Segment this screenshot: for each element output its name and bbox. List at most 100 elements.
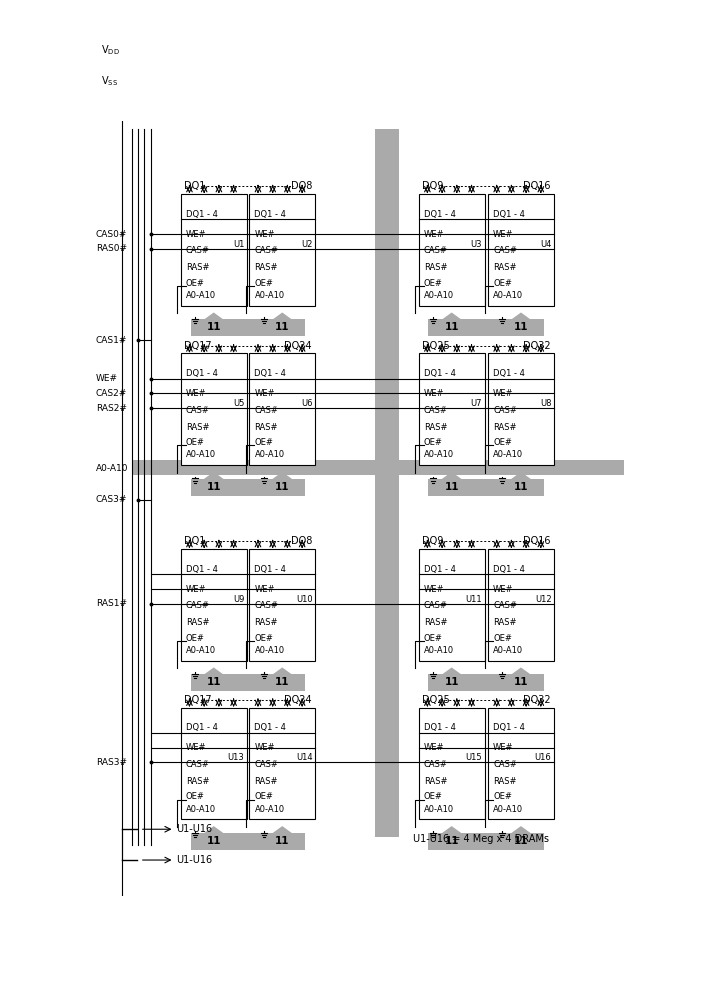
Text: A0-A10: A0-A10 [186, 291, 216, 300]
Text: A0-A10: A0-A10 [186, 805, 216, 814]
Text: U9: U9 [233, 595, 244, 604]
Text: A0-A10: A0-A10 [424, 450, 454, 459]
Text: 11: 11 [206, 481, 221, 491]
Text: DQ1 - 4: DQ1 - 4 [424, 209, 455, 219]
Text: RAS#: RAS# [254, 776, 278, 785]
Text: RAS#: RAS# [254, 263, 278, 272]
Text: WE#: WE# [493, 389, 514, 398]
Text: 11: 11 [514, 322, 528, 332]
Text: OE#: OE# [424, 438, 443, 447]
Text: DQ1 - 4: DQ1 - 4 [186, 723, 218, 732]
Text: 11: 11 [206, 322, 221, 332]
Text: A0-A10: A0-A10 [493, 291, 523, 300]
Text: DQ1 - 4: DQ1 - 4 [186, 369, 218, 378]
Text: U1-U16 = 4 Meg x 4 DRAMs: U1-U16 = 4 Meg x 4 DRAMs [413, 834, 549, 844]
Text: 11: 11 [514, 481, 528, 491]
Text: OE#: OE# [186, 793, 205, 802]
Text: RAS#: RAS# [493, 263, 517, 272]
Text: 11: 11 [206, 678, 221, 688]
Text: DQ1 - 4: DQ1 - 4 [254, 565, 287, 574]
Text: DQ1 - 4: DQ1 - 4 [493, 369, 525, 378]
Text: A0-A10: A0-A10 [254, 646, 284, 656]
Text: DQ16: DQ16 [523, 537, 551, 546]
Text: A0-A10: A0-A10 [493, 450, 523, 459]
FancyArrow shape [441, 313, 462, 335]
Text: RAS#: RAS# [493, 423, 517, 432]
Text: RAS#: RAS# [424, 263, 447, 272]
Text: DQ32: DQ32 [523, 340, 551, 350]
Text: 11: 11 [444, 322, 459, 332]
Text: DQ1 - 4: DQ1 - 4 [186, 565, 218, 574]
Bar [488, 353, 554, 465]
Bar [249, 549, 315, 661]
FancyArrow shape [272, 472, 293, 494]
Text: 11: 11 [444, 836, 459, 846]
FancyArrow shape [510, 827, 532, 849]
Text: CAS#: CAS# [186, 406, 210, 415]
Text: WE#: WE# [96, 375, 118, 384]
Bar [488, 194, 554, 306]
Text: OE#: OE# [493, 793, 512, 802]
Text: OE#: OE# [186, 633, 205, 642]
Text: U8: U8 [540, 399, 551, 408]
Text: U3: U3 [470, 240, 482, 249]
FancyArrow shape [203, 472, 224, 494]
Text: U5: U5 [233, 399, 244, 408]
Text: 11: 11 [206, 836, 221, 846]
Text: RAS0#: RAS0# [96, 244, 127, 253]
Text: A0-A10: A0-A10 [254, 450, 284, 459]
Text: DQ1 - 4: DQ1 - 4 [254, 209, 287, 219]
Bar [419, 353, 485, 465]
Bar [429, 319, 544, 336]
Text: U4: U4 [540, 240, 551, 249]
Text: RAS#: RAS# [493, 618, 517, 627]
FancyArrow shape [510, 472, 532, 494]
Text: WE#: WE# [424, 743, 444, 752]
Text: A0-A10: A0-A10 [254, 291, 284, 300]
Bar [429, 479, 544, 495]
Text: 11: 11 [275, 836, 289, 846]
Text: RAS#: RAS# [424, 776, 447, 785]
Text: A0-A10: A0-A10 [186, 450, 216, 459]
Text: DQ8: DQ8 [291, 181, 312, 191]
Text: WE#: WE# [254, 389, 275, 398]
Text: WE#: WE# [424, 389, 444, 398]
Text: CAS#: CAS# [254, 247, 278, 256]
Text: RAS#: RAS# [493, 776, 517, 785]
Bar [429, 675, 544, 692]
Text: RAS#: RAS# [186, 776, 209, 785]
Text: OE#: OE# [424, 633, 443, 642]
Text: OE#: OE# [254, 438, 273, 447]
Text: DQ8: DQ8 [291, 537, 312, 546]
FancyArrow shape [510, 669, 532, 690]
Text: U15: U15 [465, 753, 482, 762]
Text: WE#: WE# [186, 230, 206, 239]
Text: U14: U14 [296, 753, 313, 762]
Text: DQ1 - 4: DQ1 - 4 [424, 369, 455, 378]
Text: RAS#: RAS# [186, 618, 209, 627]
Bar [249, 353, 315, 465]
FancyArrow shape [510, 313, 532, 335]
Text: CAS#: CAS# [254, 760, 278, 769]
Text: OE#: OE# [493, 438, 512, 447]
Text: DQ9: DQ9 [422, 537, 444, 546]
Text: A0-A10: A0-A10 [254, 805, 284, 814]
Text: U11: U11 [465, 595, 482, 604]
Text: U13: U13 [227, 753, 244, 762]
Text: U1-U16: U1-U16 [176, 825, 212, 834]
Text: OE#: OE# [254, 793, 273, 802]
Text: CAS#: CAS# [493, 760, 517, 769]
Text: DQ1: DQ1 [184, 537, 206, 546]
Text: OE#: OE# [186, 438, 205, 447]
Bar [191, 479, 306, 495]
Text: A0-A10: A0-A10 [424, 291, 454, 300]
Text: DQ32: DQ32 [523, 695, 551, 705]
Text: OE#: OE# [254, 633, 273, 642]
Text: U10: U10 [296, 595, 313, 604]
Text: OE#: OE# [186, 279, 205, 288]
Bar [488, 549, 554, 661]
Text: DQ1 - 4: DQ1 - 4 [254, 723, 287, 732]
Text: U16: U16 [534, 753, 551, 762]
Text: CAS#: CAS# [493, 601, 517, 610]
Text: RAS#: RAS# [424, 618, 447, 627]
